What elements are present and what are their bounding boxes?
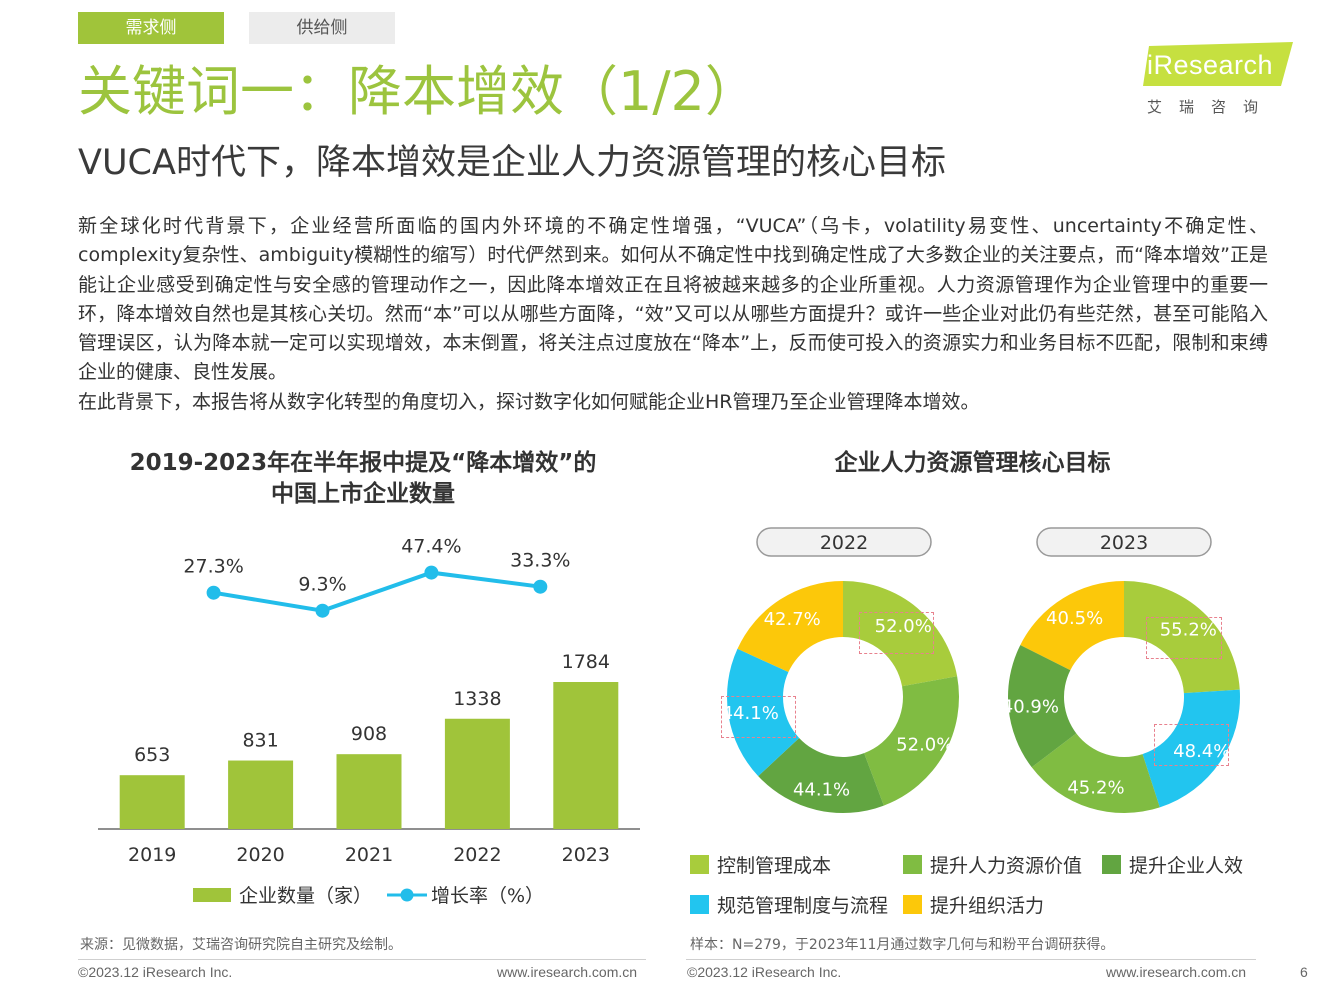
donut-2023-slice-label-4: 40.5% — [1046, 608, 1103, 629]
donut-2023-slice-label-2: 45.2% — [1067, 778, 1124, 799]
donut-2022-slice-label-2: 44.1% — [793, 780, 850, 801]
legend-line-label: 增长率（%） — [431, 885, 545, 907]
bar-2019 — [119, 775, 185, 829]
highlight-box-2022-control-cost — [859, 612, 934, 654]
donut-2023-slice-label-1: 48.4% — [1173, 741, 1230, 762]
page-title: 关键词一：降本增效（1/2） — [78, 60, 759, 123]
footer-copyright-right: ©2023.12 iResearch Inc. — [687, 964, 842, 980]
x-tick-label-2019: 2019 — [128, 844, 176, 866]
bar-2021 — [336, 754, 402, 829]
bar-value-label-2019: 653 — [134, 744, 170, 766]
donut-2022-slice-0 — [843, 581, 958, 687]
left-chart-title-line-2: 中国上市企业数量 — [271, 481, 455, 507]
growth-label-2023: 33.3% — [510, 550, 570, 572]
donut-2022-year-label: 2022 — [820, 532, 868, 554]
right-chart-title: 企业人力资源管理核心目标 — [834, 450, 1111, 476]
growth-label-2020: 27.3% — [183, 556, 243, 578]
tab-supply-side[interactable]: 供给侧 — [249, 12, 395, 44]
donut-2023-slice-2 — [1031, 733, 1160, 813]
bar-2020 — [228, 760, 294, 829]
donut-2022-slice-label-1: 52.0% — [896, 734, 953, 755]
legend-swatch-standardize — [690, 895, 709, 914]
bar-2023 — [553, 682, 619, 829]
legend-item-standardize: 规范管理制度与流程 — [690, 891, 888, 918]
legend-swatch-hr-value — [903, 855, 922, 874]
x-tick-label-2023: 2023 — [562, 844, 610, 866]
bar-value-label-2020: 831 — [242, 730, 278, 752]
sample-footnote: 样本：N=279，于2023年11月通过数字几何与和粉平台调研获得。 — [690, 937, 1115, 953]
donut-2023-slice-label-0: 55.2% — [1160, 619, 1217, 640]
donut-2022-slice-label-4: 42.7% — [764, 609, 821, 630]
page-number: 6 — [1300, 964, 1308, 980]
footer-url-left: www.iresearch.com.cn — [497, 964, 638, 980]
footer-url-right: www.iresearch.com.cn — [1106, 964, 1247, 980]
legend-item-hr-value: 提升人力资源价值 — [903, 851, 1082, 878]
logo-text: iResearch — [1147, 50, 1274, 80]
growth-label-2022: 47.4% — [401, 536, 461, 558]
legend-item-efficiency: 提升企业人效 — [1102, 851, 1243, 878]
donut-2023-slice-3 — [1008, 644, 1077, 768]
left-chart-title-line-1: 2019-2023年在半年报中提及“降本增效”的 — [129, 450, 597, 476]
legend-swatch-vitality — [903, 895, 922, 914]
legend-label-efficiency: 提升企业人效 — [1129, 855, 1244, 877]
donut-2023-slice-1 — [1142, 689, 1240, 808]
legend-label-hr-value: 提升人力资源价值 — [930, 855, 1083, 877]
logo-chinese-name: 艾瑞咨询 — [1147, 98, 1276, 116]
body-paragraph-1: 新全球化时代背景下，企业经营所面临的国内外环境的不确定性增强，“VUCA”（乌卡… — [78, 215, 1268, 384]
page-subtitle: VUCA时代下，降本增效是企业人力资源管理的核心目标 — [78, 143, 946, 183]
legend-item-vitality: 提升组织活力 — [903, 891, 1044, 918]
legend-item-control-cost: 控制管理成本 — [690, 851, 831, 878]
legend-label-standardize: 规范管理制度与流程 — [717, 895, 889, 917]
donut-2022-slice-3 — [727, 648, 800, 777]
legend-line-series: 增长率（%） — [387, 881, 544, 908]
growth-point-2021 — [315, 603, 330, 618]
bar-value-label-2022: 1338 — [453, 688, 501, 710]
legend-swatch-efficiency — [1102, 855, 1121, 874]
legend-label-vitality: 提升组织活力 — [930, 895, 1045, 917]
highlight-box-2023-control-cost — [1146, 617, 1222, 659]
legend-line-swatch — [387, 888, 427, 901]
donut-2022-year-pill — [756, 527, 932, 557]
growth-point-2020 — [206, 585, 221, 600]
donut-2022-slice-label-0: 52.0% — [875, 616, 932, 637]
donut-2022-slice-1 — [864, 676, 959, 806]
left-chart-title: 2019-2023年在半年报中提及“降本增效”的 中国上市企业数量 — [80, 448, 646, 510]
x-tick-label-2021: 2021 — [345, 844, 393, 866]
x-tick-label-2020: 2020 — [236, 844, 284, 866]
donut-2022-slice-2 — [758, 737, 884, 813]
legend-bar-label: 企业数量（家） — [239, 885, 373, 907]
legend-label-control-cost: 控制管理成本 — [717, 855, 832, 877]
footer-divider-left — [78, 959, 646, 960]
growth-label-2021: 9.3% — [298, 574, 346, 596]
donut-2023-year-pill — [1036, 527, 1212, 557]
bar-value-label-2021: 908 — [351, 723, 387, 745]
footer-divider-right — [686, 959, 1256, 960]
tab-demand-side[interactable]: 需求侧 — [78, 12, 224, 44]
footer-copyright-left: ©2023.12 iResearch Inc. — [78, 964, 233, 980]
legend-bar-swatch — [193, 887, 231, 902]
legend-swatch-control-cost — [690, 855, 709, 874]
donut-2023-slice-0 — [1124, 581, 1240, 694]
legend-bar-series: 企业数量（家） — [193, 881, 372, 908]
highlight-box-2022-standardize — [721, 696, 796, 738]
growth-rate-line — [213, 570, 541, 613]
donut-2023-slice-4 — [1020, 581, 1124, 671]
donut-2023-slice-label-3: 40.9% — [1002, 697, 1059, 718]
x-tick-label-2022: 2022 — [453, 844, 501, 866]
donut-2023-year-label: 2023 — [1100, 532, 1148, 554]
growth-point-2022 — [424, 565, 439, 580]
bar-2022 — [444, 718, 510, 829]
body-text: 新全球化时代背景下，企业经营所面临的国内外环境的不确定性增强，“VUCA”（乌卡… — [78, 212, 1268, 417]
source-footnote: 来源：见微数据，艾瑞咨询研究院自主研究及绘制。 — [80, 937, 402, 953]
donut-2022-slice-label-3: 44.1% — [722, 703, 779, 724]
iresearch-logo: iResearch 艾瑞咨询 — [1143, 42, 1295, 120]
growth-point-2023 — [533, 579, 548, 594]
body-paragraph-2: 在此背景下，本报告将从数字化转型的角度切入，探讨数字化如何赋能企业HR管理乃至企… — [78, 390, 980, 413]
donut-2022-slice-4 — [737, 581, 843, 673]
bar-value-label-2023: 1784 — [562, 651, 610, 673]
highlight-box-2023-standardize — [1154, 724, 1229, 766]
logo-banner-shape — [1143, 42, 1293, 86]
